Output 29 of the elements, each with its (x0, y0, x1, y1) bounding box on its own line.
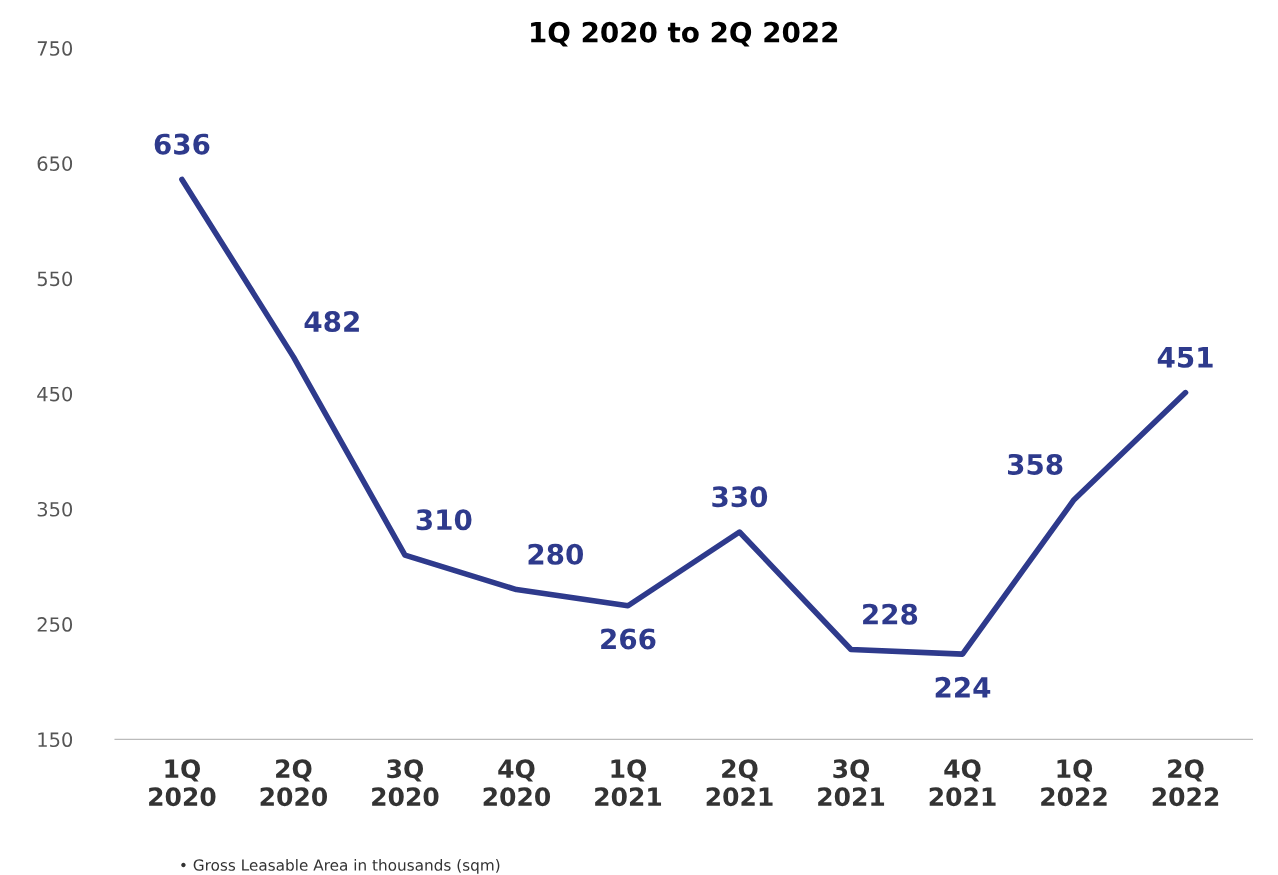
x-tick-label: 3Q 2021 (818, 759, 885, 807)
data-label: 224 (935, 676, 991, 698)
x-tick-label: 2Q 2021 (706, 759, 773, 807)
chart-title: 1Q 2020 to 2Q 2022 (531, 21, 838, 47)
x-tick-label: 3Q 2020 (372, 759, 439, 807)
y-tick-label: 750 (37, 41, 73, 56)
y-tick-label: 350 (37, 501, 73, 517)
data-label: 228 (863, 603, 918, 625)
x-tick-label: 1Q 2022 (1041, 759, 1107, 807)
data-label: 358 (1008, 453, 1063, 475)
x-tick-label: 2Q 2022 (1152, 759, 1219, 807)
y-tick-label: 250 (37, 617, 73, 632)
y-tick-label: 550 (37, 271, 73, 287)
data-label: 636 (154, 133, 210, 155)
x-tick-label: 4Q 2020 (483, 759, 551, 807)
data-label: 266 (601, 628, 656, 650)
data-label: 451 (1157, 347, 1213, 368)
data-label: 330 (712, 486, 768, 508)
x-tick-label: 4Q 2021 (929, 759, 996, 807)
x-tick-label: 2Q 2020 (260, 759, 328, 807)
text: • Gross Leasable Area in thousands (sqm) (181, 859, 500, 874)
data-label: 280 (528, 543, 584, 565)
y-tick-label: 150 (38, 732, 73, 748)
data-label: 482 (304, 311, 359, 333)
data-label: 310 (416, 509, 472, 531)
y-tick-label: 650 (37, 156, 73, 171)
x-tick-label: 1Q 2021 (595, 759, 662, 807)
y-tick-label: 450 (37, 386, 73, 402)
x-tick-label: 1Q 2020 (149, 759, 216, 807)
